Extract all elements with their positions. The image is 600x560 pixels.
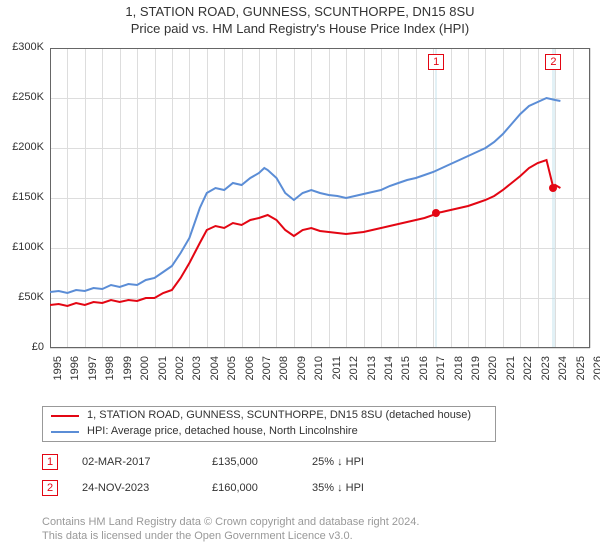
x-tick-label: 2018 [453,356,465,386]
x-tick-label: 2023 [540,356,552,386]
x-tick-label: 2015 [400,356,412,386]
x-tick-label: 2020 [487,356,499,386]
marker-label-box: 1 [428,54,444,70]
x-tick-label: 2024 [557,356,569,386]
x-tick-label: 2000 [139,356,151,386]
sale-row-date: 02-MAR-2017 [82,456,150,468]
x-tick-label: 2010 [313,356,325,386]
x-tick-label: 2005 [226,356,238,386]
legend-box: 1, STATION ROAD, GUNNESS, SCUNTHORPE, DN… [42,406,496,442]
chart-container: 1, STATION ROAD, GUNNESS, SCUNTHORPE, DN… [0,0,600,560]
y-tick-label: £150K [2,191,44,203]
x-tick-label: 2012 [348,356,360,386]
x-tick-label: 1995 [52,356,64,386]
gridline-h [50,348,590,349]
chart-svg [50,48,590,348]
x-tick-label: 2019 [470,356,482,386]
sale-row-price: £135,000 [212,456,258,468]
x-tick-label: 2017 [435,356,447,386]
x-tick-label: 1997 [87,356,99,386]
sale-row-delta: 25% ↓ HPI [312,456,364,468]
x-tick-label: 2009 [296,356,308,386]
x-tick-label: 2002 [174,356,186,386]
y-tick-label: £200K [2,141,44,153]
x-tick-label: 2026 [592,356,600,386]
x-tick-label: 2011 [331,356,343,386]
x-tick-label: 2008 [278,356,290,386]
x-tick-label: 2001 [157,356,169,386]
sale-row-marker: 2 [42,480,58,496]
gridline-v [590,48,591,348]
sale-row-date: 24-NOV-2023 [82,482,149,494]
x-tick-label: 2007 [261,356,273,386]
plot-area [50,48,590,348]
y-tick-label: £100K [2,241,44,253]
y-tick-label: £250K [2,91,44,103]
x-tick-label: 2022 [522,356,534,386]
legend-label: HPI: Average price, detached house, Nort… [87,425,358,437]
sale-row-price: £160,000 [212,482,258,494]
sale-row-delta: 35% ↓ HPI [312,482,364,494]
chart-title-line1: 1, STATION ROAD, GUNNESS, SCUNTHORPE, DN… [0,0,600,19]
x-tick-label: 2016 [418,356,430,386]
x-tick-label: 1998 [104,356,116,386]
legend-swatch [51,431,79,433]
y-tick-label: £300K [2,41,44,53]
x-tick-label: 2025 [575,356,587,386]
x-tick-label: 2013 [366,356,378,386]
series-line-hpi [50,98,560,293]
x-tick-label: 1999 [122,356,134,386]
y-tick-label: £50K [2,291,44,303]
legend-label: 1, STATION ROAD, GUNNESS, SCUNTHORPE, DN… [87,409,471,421]
legend-swatch [51,415,79,417]
footnote-line1: Contains HM Land Registry data © Crown c… [42,516,419,528]
y-tick-label: £0 [2,341,44,353]
sale-row-marker: 1 [42,454,58,470]
x-tick-label: 2014 [383,356,395,386]
x-tick-label: 2006 [244,356,256,386]
marker-label-box: 2 [545,54,561,70]
x-tick-label: 1996 [69,356,81,386]
x-tick-label: 2004 [209,356,221,386]
x-tick-label: 2003 [191,356,203,386]
chart-title-line2: Price paid vs. HM Land Registry's House … [0,19,600,36]
footnote-line2: This data is licensed under the Open Gov… [42,530,353,542]
x-tick-label: 2021 [505,356,517,386]
